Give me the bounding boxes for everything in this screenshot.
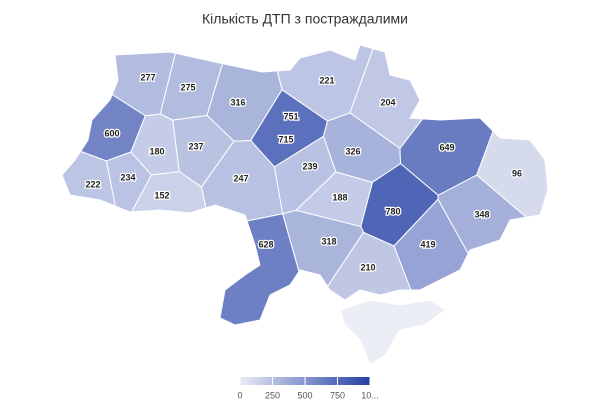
value-label: 247 [233, 173, 248, 183]
legend-tick-label: 10... [361, 390, 379, 400]
legend-tick-label: 250 [265, 390, 280, 400]
value-label: 275 [180, 82, 195, 92]
legend-tick-label: 500 [297, 390, 312, 400]
value-label: 600 [104, 128, 119, 138]
value-label: 348 [474, 209, 489, 219]
value-label: 316 [230, 97, 245, 107]
region [130, 171, 211, 229]
value-label: 221 [319, 75, 334, 85]
legend-tick-label: 750 [330, 390, 345, 400]
value-label: 152 [154, 190, 169, 200]
region [219, 213, 300, 326]
value-label: 237 [188, 141, 203, 151]
region [326, 231, 412, 301]
value-label: 326 [345, 146, 360, 156]
value-label: 96 [512, 168, 522, 178]
region [282, 209, 365, 288]
value-label: 715 [278, 134, 293, 144]
labels: 277 275 221 316 751 204 600 715 180 237 326 649 239 9… [84, 71, 523, 274]
legend: 0 250 500 750 10... [237, 377, 379, 400]
region [61, 150, 117, 207]
value-label: 751 [283, 111, 298, 121]
crimea [339, 299, 446, 366]
regions [61, 44, 549, 326]
legend-tick-label: 0 [237, 390, 242, 400]
value-label: 318 [321, 236, 336, 246]
value-label: 239 [302, 161, 317, 171]
value-label: 210 [360, 262, 375, 272]
region [200, 140, 284, 222]
value-label: 628 [258, 239, 273, 249]
value-label: 277 [140, 72, 155, 82]
value-label: 234 [120, 172, 135, 182]
value-label: 780 [385, 206, 400, 216]
value-label: 204 [380, 97, 395, 107]
value-label: 180 [149, 146, 164, 156]
value-label: 419 [420, 239, 435, 249]
value-label: 222 [85, 179, 100, 189]
chart-title: Кількість ДТП з постраждалими [202, 11, 408, 27]
value-label: 649 [439, 142, 454, 152]
value-label: 188 [332, 192, 347, 202]
